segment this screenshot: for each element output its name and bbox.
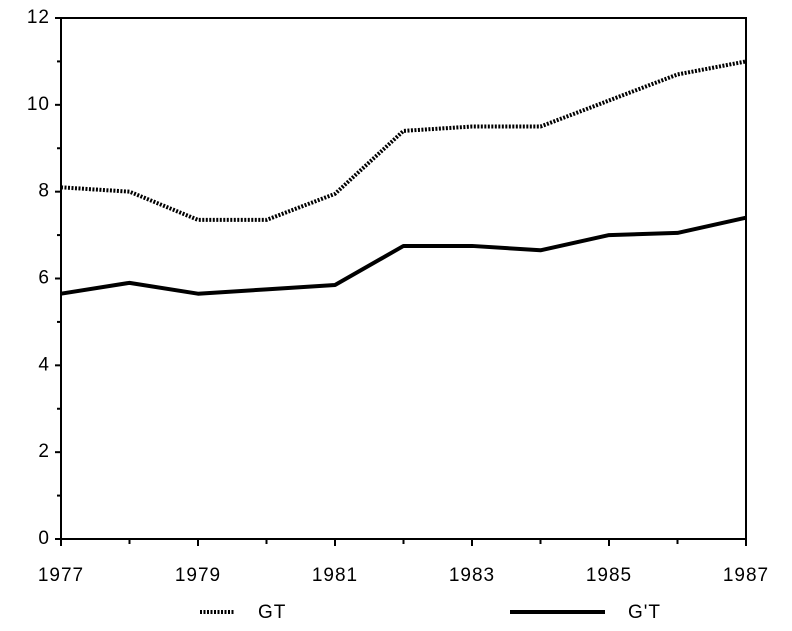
y-tick-label: 0: [38, 528, 50, 549]
plot-frame: [60, 17, 747, 540]
x-tick-label: 1985: [586, 565, 632, 586]
x-tick-label: 1977: [38, 565, 84, 586]
x-tick-label: 1987: [723, 565, 769, 586]
x-tick-label: 1983: [449, 565, 495, 586]
y-tick-label: 4: [38, 354, 50, 375]
x-tick-label: 1979: [175, 565, 221, 586]
y-tick-label: 6: [38, 268, 50, 289]
x-tick-label: 1981: [312, 565, 358, 586]
y-tick-label: 8: [38, 181, 50, 202]
y-tick-label: 2: [38, 441, 50, 462]
y-tick-label: 12: [27, 7, 50, 28]
y-tick-label: 10: [27, 94, 50, 115]
legend-label: G'T: [628, 602, 661, 623]
series-line: [60, 59, 747, 222]
series-line: [60, 215, 747, 296]
legend-label: GT: [258, 602, 286, 623]
